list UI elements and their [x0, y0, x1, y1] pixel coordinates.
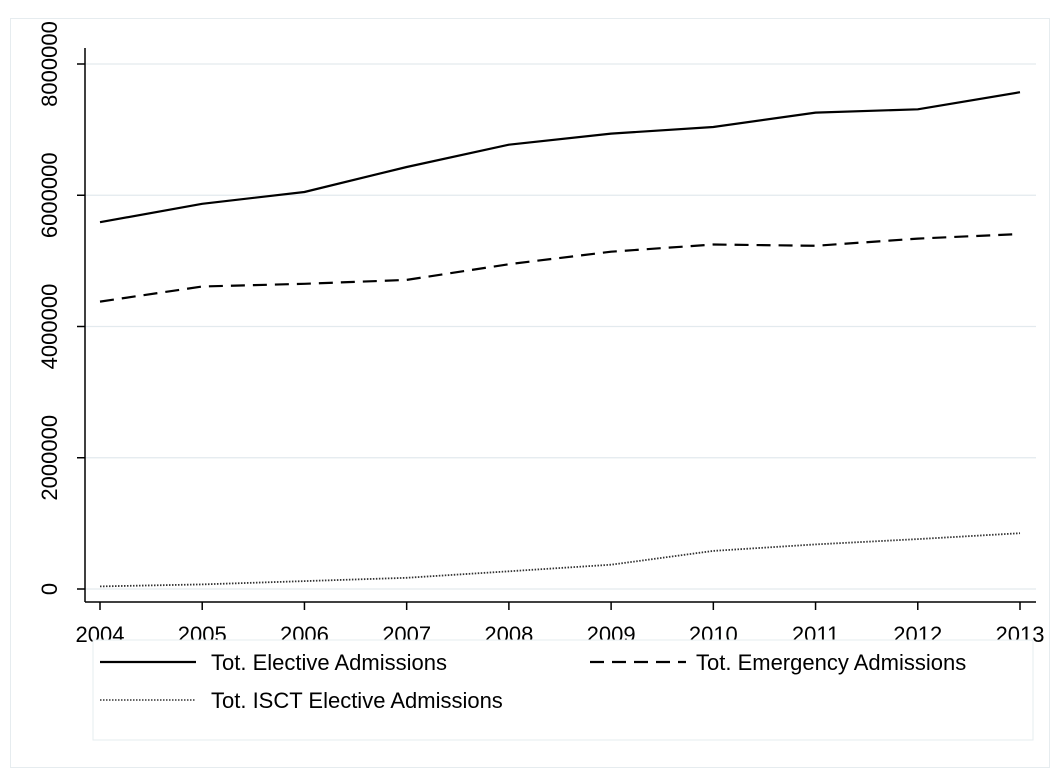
gridlines — [85, 63, 1036, 590]
series-line-2 — [99, 532, 1021, 588]
series-lines — [99, 91, 1021, 588]
series-line-1 — [99, 232, 1021, 303]
y-tick-label-4: 8000000 — [37, 21, 62, 107]
y-tick-label-2: 4000000 — [37, 284, 62, 370]
chart-frame — [10, 18, 1050, 768]
y-tick-label-0: 0 — [37, 583, 62, 595]
legend-label-emergency: Tot. Emergency Admissions — [696, 650, 966, 675]
legend-label-elective: Tot. Elective Admissions — [211, 650, 447, 675]
y-tick-label-1: 2000000 — [37, 415, 62, 501]
y-ticks: 0 2000000 4000000 6000000 8000000 — [37, 21, 85, 595]
axes — [84, 48, 1036, 603]
series-line-0 — [99, 91, 1021, 224]
x-ticks: 2004 2005 2006 2007 2008 2009 2010 2011 2012 2013 — [76, 602, 1044, 647]
legend-box — [92, 639, 1034, 741]
legend: Tot. Elective Admissions Tot. Emergency … — [92, 639, 1034, 741]
y-tick-label-3: 6000000 — [37, 152, 62, 238]
legend-label-isct: Tot. ISCT Elective Admissions — [211, 688, 503, 713]
